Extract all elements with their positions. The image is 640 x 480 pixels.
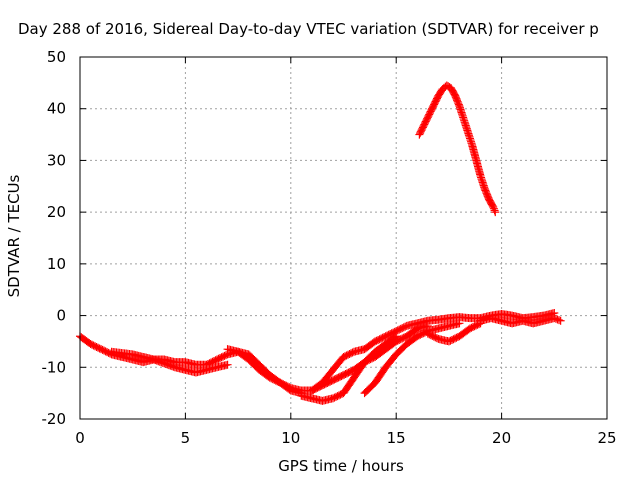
series-9 (476, 314, 565, 328)
x-tick-label: 25 (597, 429, 616, 447)
x-tick-label: 20 (492, 429, 511, 447)
y-tick-label: 0 (56, 307, 66, 325)
x-tick-label: 15 (387, 429, 406, 447)
data-point (223, 360, 232, 369)
x-tick-label: 5 (181, 429, 191, 447)
y-axis: -20 -10 0 10 20 30 40 50 (42, 48, 607, 428)
x-tick-label: 10 (281, 429, 300, 447)
data-point (455, 319, 464, 328)
data-point (490, 206, 499, 215)
series-7 (423, 319, 485, 346)
data-point (489, 202, 498, 211)
data-point (489, 204, 498, 213)
y-tick-label: 50 (47, 48, 66, 66)
series-3 (223, 345, 306, 398)
y-tick-label: 40 (47, 100, 66, 118)
series-5 (307, 321, 432, 395)
x-axis: 0 5 10 15 20 25 (75, 57, 617, 447)
series-2 (107, 347, 232, 377)
grid (80, 57, 607, 419)
chart-title: Day 288 of 2016, Sidereal Day-to-day VTE… (18, 20, 599, 38)
y-tick-label: -20 (42, 410, 67, 428)
x-axis-label: GPS time / hours (278, 457, 404, 475)
data-point (556, 316, 565, 325)
y-tick-label: 10 (47, 255, 66, 273)
y-tick-label: -10 (42, 358, 67, 376)
x-tick-label: 0 (75, 429, 85, 447)
data-point (555, 316, 564, 325)
plot-frame (79, 56, 608, 420)
data-series (76, 81, 565, 405)
y-tick-label: 30 (47, 151, 66, 169)
y-axis-label: SDTVAR / TECUs (5, 174, 23, 297)
data-point (491, 208, 500, 217)
y-tick-label: 20 (47, 203, 66, 221)
series-8 (415, 81, 500, 217)
